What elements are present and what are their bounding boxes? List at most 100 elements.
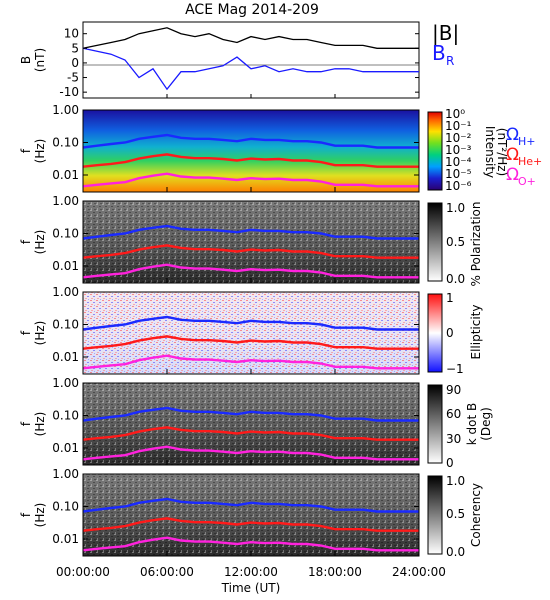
btot-series-line (82, 27, 419, 49)
o-plus-gyro-line (82, 536, 419, 552)
legend-btot: |B| (432, 21, 459, 45)
colorbar-coherency: 1.0 0.5 0.0 Coherency (427, 474, 483, 559)
freq-ytick-label: 0.10 (52, 227, 79, 241)
intensity-tick-5: 10⁻⁵ (445, 167, 472, 181)
he-plus-gyro-line (82, 517, 419, 532)
o-plus-gyro-line (82, 172, 419, 188)
time-axis: 00:00:00 06:00:00 12:00:00 18:00:00 24:0… (56, 565, 446, 595)
legend-omega-he-sub: He+ (518, 155, 542, 168)
kdotb-tick-1: 60 (446, 407, 461, 421)
freq-ytick-label: 0.01 (52, 532, 79, 546)
br-series-line (82, 47, 419, 91)
legend-omega-h: Ω (506, 125, 519, 145)
o-plus-gyro-line (82, 445, 419, 461)
kdotb-label: k dot B (465, 403, 479, 445)
coherency-tick-2: 0.0 (446, 545, 465, 559)
time-axis-label: Time (UT) (221, 581, 281, 595)
he-plus-gyro-line (82, 244, 419, 259)
intensity-tick-6: 10⁻⁶ (445, 179, 472, 193)
field-ytick-label: -5 (67, 71, 79, 85)
legend-omega-o-sub: O+ (518, 175, 536, 188)
freq-ytick-label: 0.10 (52, 409, 79, 423)
freq-ytick-label: 0.10 (52, 318, 79, 332)
polarization-tick-0: 1.0 (446, 201, 465, 215)
ellipticity-tick-0: 1 (446, 291, 454, 305)
colorbar-intensity: 10⁰ 10⁻¹ 10⁻² 10⁻³ 10⁻⁴ 10⁻⁵ 10⁻⁶ Intens… (427, 107, 509, 193)
figure-title: ACE Mag 2014-209 (185, 2, 319, 18)
intensity-panel: 1.00 0.10 0.01 f (Hz) (19, 103, 420, 193)
legend-omega-o: Ω (506, 165, 519, 185)
freq-ytick-label: 1.00 (52, 376, 79, 390)
time-tick-3: 18:00:00 (308, 565, 362, 579)
polarization-panel: 1.00 0.10 0.01 f (Hz) (19, 194, 420, 284)
time-tick-0: 00:00:00 (56, 565, 110, 579)
intensity-tick-1: 10⁻¹ (445, 119, 472, 133)
ellipticity-tick-1: 0 (446, 326, 454, 340)
freq-ytick-label: 0.01 (52, 441, 79, 455)
gyro-legend: Ω H+ Ω He+ Ω O+ (506, 125, 542, 188)
freq-ytick-label: 1.00 (52, 467, 79, 481)
freq-ytick-label: 0.01 (52, 350, 79, 364)
he-plus-gyro-line (82, 335, 419, 350)
intensity-label: Intensity (483, 126, 497, 178)
colorbar-polarization: 1.0 0.5 0.0 % Polarization (427, 201, 483, 287)
coherency-tick-1: 0.5 (446, 507, 465, 521)
field-ylabel-b: B (19, 56, 33, 64)
freq-ytick-label: 1.00 (52, 285, 79, 299)
intensity-unit: (nT²/Hz) (495, 128, 509, 176)
kdotb-tick-2: 30 (446, 432, 461, 446)
o-plus-gyro-line (82, 354, 419, 370)
freq-ytick-label: 1.00 (52, 103, 79, 117)
freq-ylabel-f: f (19, 239, 33, 244)
freq-ylabel-unit: (Hz) (33, 503, 47, 528)
o-plus-gyro-line (82, 263, 419, 279)
field-ytick-label: 5 (71, 41, 79, 55)
ellipticity-label: Ellipticity (469, 305, 483, 360)
h-plus-gyro-line (82, 315, 419, 331)
colorbar-ellipticity: 1 0 −1 Ellipticity (427, 291, 483, 376)
he-plus-gyro-line (82, 153, 419, 168)
field-ytick-label: 10 (64, 27, 79, 41)
legend-br-subscript: R (446, 54, 454, 68)
freq-ylabel-unit: (Hz) (33, 139, 47, 164)
field-ytick-label: 0 (71, 56, 79, 70)
freq-ytick-label: 0.10 (52, 500, 79, 514)
freq-ylabel-f: f (19, 330, 33, 335)
freq-ytick-label: 0.10 (52, 136, 79, 150)
time-tick-2: 12:00:00 (224, 565, 278, 579)
coherency-tick-0: 1.0 (446, 474, 465, 488)
freq-ylabel-f: f (19, 512, 33, 517)
freq-ylabel-f: f (19, 421, 33, 426)
h-plus-gyro-line (82, 224, 419, 240)
legend-br: B (432, 41, 446, 65)
freq-ylabel-f: f (19, 148, 33, 153)
ellipticity-tick-2: −1 (446, 362, 464, 376)
polarization-tick-2: 0.0 (446, 272, 465, 286)
time-tick-1: 06:00:00 (140, 565, 194, 579)
freq-ytick-label: 0.01 (52, 259, 79, 273)
he-plus-gyro-line (82, 426, 419, 441)
coherency-panel: 1.00 0.10 0.01 f (Hz) (19, 467, 420, 557)
kdotb-panel: 1.00 0.10 0.01 f (Hz) (19, 376, 420, 466)
ellipticity-panel: 1.00 0.10 0.01 f (Hz) (19, 285, 420, 375)
freq-ylabel-unit: (Hz) (33, 321, 47, 346)
time-tick-4: 24:00:00 (392, 565, 446, 579)
freq-ylabel-unit: (Hz) (33, 230, 47, 255)
h-plus-gyro-line (82, 497, 419, 513)
intensity-tick-4: 10⁻⁴ (445, 155, 472, 169)
polarization-tick-1: 0.5 (446, 235, 465, 249)
field-ytick-label: -10 (59, 85, 79, 99)
intensity-tick-0: 10⁰ (445, 107, 465, 121)
field-panel-frame (82, 21, 420, 99)
h-plus-gyro-line (82, 406, 419, 422)
freq-ytick-label: 0.01 (52, 168, 79, 182)
coherency-label: Coherency (469, 483, 483, 547)
polarization-label: % Polarization (469, 202, 483, 287)
freq-ytick-label: 1.00 (52, 194, 79, 208)
intensity-tick-3: 10⁻³ (445, 143, 472, 157)
freq-ylabel-unit: (Hz) (33, 412, 47, 437)
kdotb-unit: (Deg) (479, 407, 493, 441)
legend-omega-h-sub: H+ (518, 135, 536, 148)
